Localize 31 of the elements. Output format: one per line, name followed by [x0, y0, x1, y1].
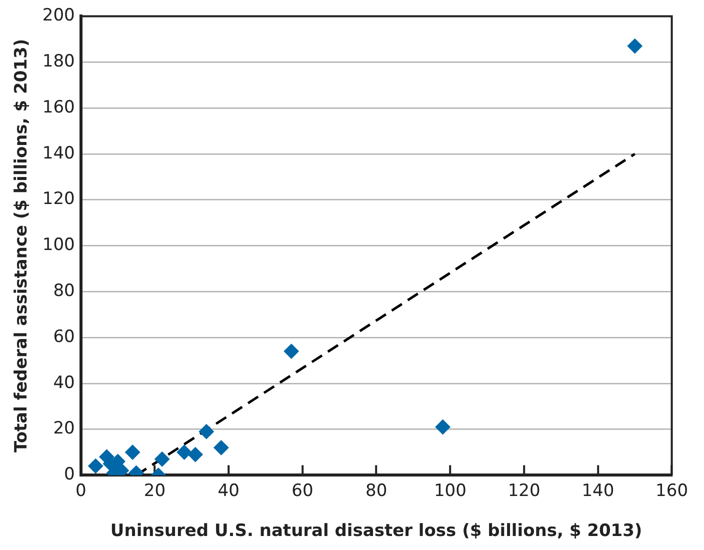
- point: [198, 424, 214, 440]
- point: [125, 444, 140, 460]
- x-tick-label: 120: [508, 480, 540, 501]
- y-tick-label: 200: [42, 6, 75, 26]
- y-tick-label: 60: [53, 326, 75, 347]
- x-tick-label: 20: [144, 480, 166, 501]
- point: [435, 420, 450, 435]
- x-tick-label: 140: [582, 480, 614, 501]
- y-tick-label: 80: [53, 281, 75, 302]
- y-tick-label: 20: [53, 418, 75, 439]
- point: [88, 458, 104, 474]
- x-tick-label: 160: [656, 480, 688, 501]
- y-tick-label: 40: [53, 372, 75, 393]
- x-tick-label: 60: [292, 480, 314, 501]
- x-tick-label: 80: [365, 480, 388, 501]
- x-axis-title: Uninsured U.S. natural disaster loss ($ billions, $ 2013): [110, 521, 642, 542]
- y-tick-label: 160: [42, 97, 75, 118]
- y-tick-label: 140: [42, 143, 75, 164]
- y-tick-label: 100: [42, 235, 75, 256]
- point: [176, 444, 192, 460]
- x-tick-label: 100: [434, 480, 466, 501]
- x-tick-label: 40: [218, 480, 240, 501]
- y-tick-label: 120: [42, 189, 75, 210]
- point: [627, 38, 642, 54]
- point: [154, 452, 170, 467]
- point: [284, 344, 299, 359]
- point: [188, 447, 203, 462]
- point: [214, 440, 229, 456]
- y-tick-label: 0: [64, 464, 75, 485]
- y-axis-title: Total federal assistance ($ billions, $ 2013): [12, 38, 32, 452]
- y-tick-label: 180: [42, 52, 75, 72]
